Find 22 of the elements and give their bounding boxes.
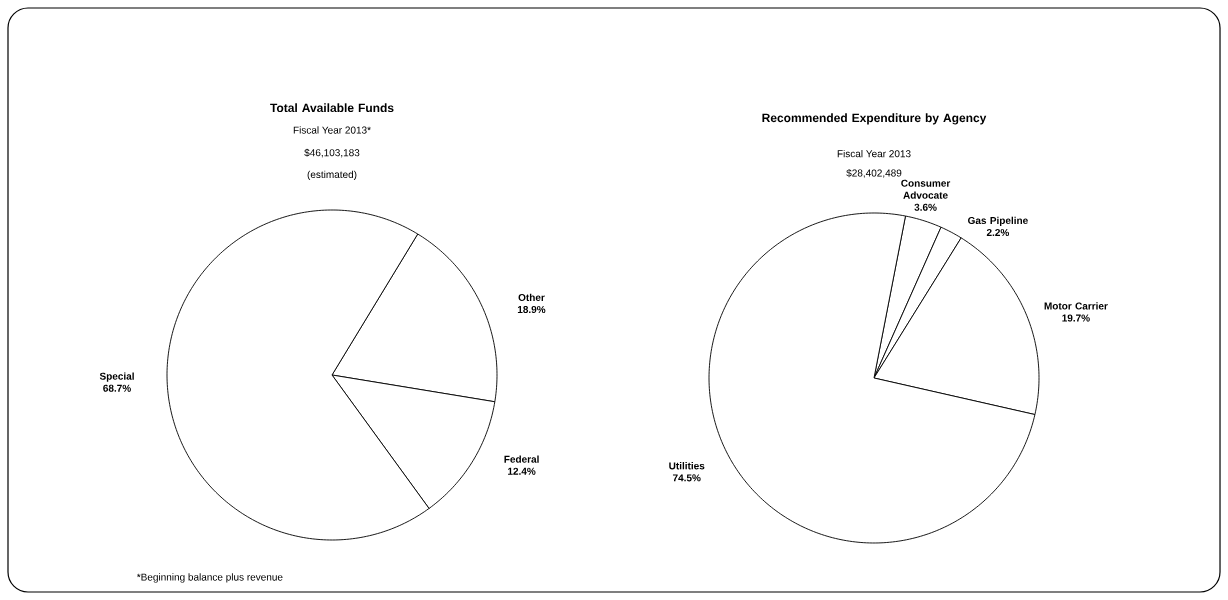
chart-title: Total Available Funds (270, 103, 394, 113)
slice-label: Federal (504, 455, 539, 463)
slice-label: Gas Pipeline (968, 216, 1028, 227)
data-label: 18.9% (517, 305, 546, 314)
data-label: 3.6% (914, 203, 937, 211)
slice-label: Other (518, 293, 545, 302)
chart-title: Recommended Expenditure by Agency (762, 113, 987, 125)
slice-label: Consumer Advocate (901, 179, 951, 199)
slice-label: Utilities (669, 462, 705, 470)
slice-label: Motor Carrier (1044, 302, 1108, 310)
text: $46,103,183 (304, 148, 360, 158)
chart-subtitle: Fiscal Year 2013* (293, 126, 371, 134)
text: *Beginning balance plus revenue (136, 573, 283, 583)
data-label: 74.5% (672, 474, 701, 482)
slice-label: Special (99, 372, 134, 382)
text: $28,402,489 (846, 169, 902, 178)
data-label: 68.7% (103, 384, 131, 392)
data-label: 12.4% (508, 467, 536, 475)
chart-subtitle: Fiscal Year 2013 (837, 149, 911, 158)
data-label: 19.7% (1062, 314, 1090, 322)
data-label: 2.2% (986, 228, 1010, 237)
text: (estimated) (307, 170, 357, 181)
